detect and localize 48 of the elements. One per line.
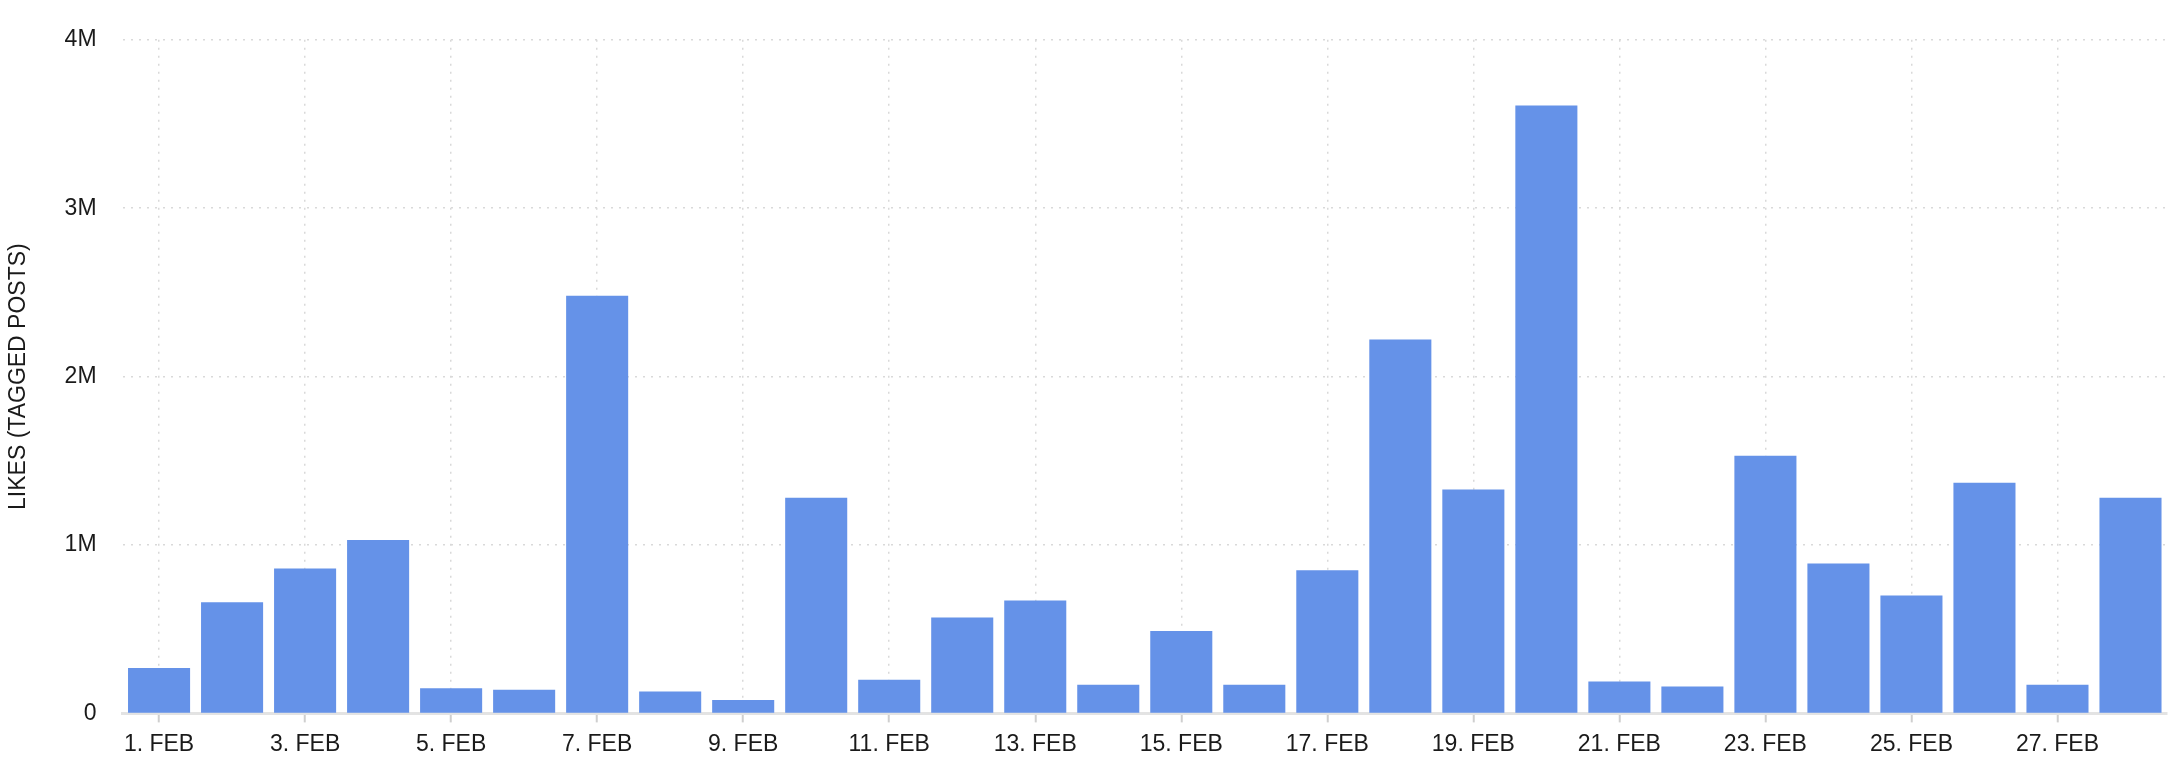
x-tick-label: 7. FEB xyxy=(562,729,633,756)
bar xyxy=(1661,686,1724,713)
bar xyxy=(1296,570,1359,713)
bar xyxy=(1442,489,1505,713)
y-tick-label: 0 xyxy=(83,698,97,725)
bar xyxy=(1734,455,1797,713)
bar xyxy=(1150,630,1213,713)
x-tick-label: 13. FEB xyxy=(993,729,1077,756)
bar xyxy=(201,602,264,713)
y-axis-title: LIKES (TAGGED POSTS) xyxy=(4,243,31,510)
bar xyxy=(1515,105,1578,713)
bar xyxy=(639,691,702,713)
bar xyxy=(347,539,410,713)
bar xyxy=(2026,684,2089,713)
y-tick-label: 2M xyxy=(64,361,97,388)
y-tick-label: 3M xyxy=(64,193,97,220)
bar xyxy=(493,689,556,713)
x-tick-label: 25. FEB xyxy=(1869,729,1953,756)
bar xyxy=(1004,600,1067,713)
x-tick-label: 23. FEB xyxy=(1723,729,1807,756)
bar xyxy=(1077,684,1140,713)
bar xyxy=(1369,339,1432,713)
x-tick-label: 11. FEB xyxy=(848,729,930,756)
bar xyxy=(931,617,994,713)
x-tick-label: 1. FEB xyxy=(123,729,195,756)
x-tick-label: 3. FEB xyxy=(269,729,341,756)
x-tick-label: 19. FEB xyxy=(1431,729,1515,756)
bar xyxy=(1588,681,1651,713)
y-tick-label: 1M xyxy=(64,530,97,557)
bar xyxy=(274,568,337,713)
bar xyxy=(858,679,921,713)
x-tick-label: 5. FEB xyxy=(415,729,487,756)
bar xyxy=(566,295,629,713)
bar xyxy=(785,497,848,713)
bar xyxy=(1880,595,1943,713)
bar xyxy=(1953,482,2016,713)
x-tick-label: 27. FEB xyxy=(2015,729,2100,756)
x-tick-label: 17. FEB xyxy=(1285,729,1369,756)
bar xyxy=(128,667,191,713)
bar xyxy=(1223,684,1286,713)
bar xyxy=(420,688,483,713)
bar xyxy=(2099,497,2162,713)
bar xyxy=(712,699,775,713)
x-tick-label: 9. FEB xyxy=(708,729,779,756)
bar xyxy=(1807,563,1870,713)
x-tick-label: 21. FEB xyxy=(1577,729,1661,756)
y-tick-label: 4M xyxy=(64,25,97,52)
x-tick-label: 15. FEB xyxy=(1139,729,1223,756)
